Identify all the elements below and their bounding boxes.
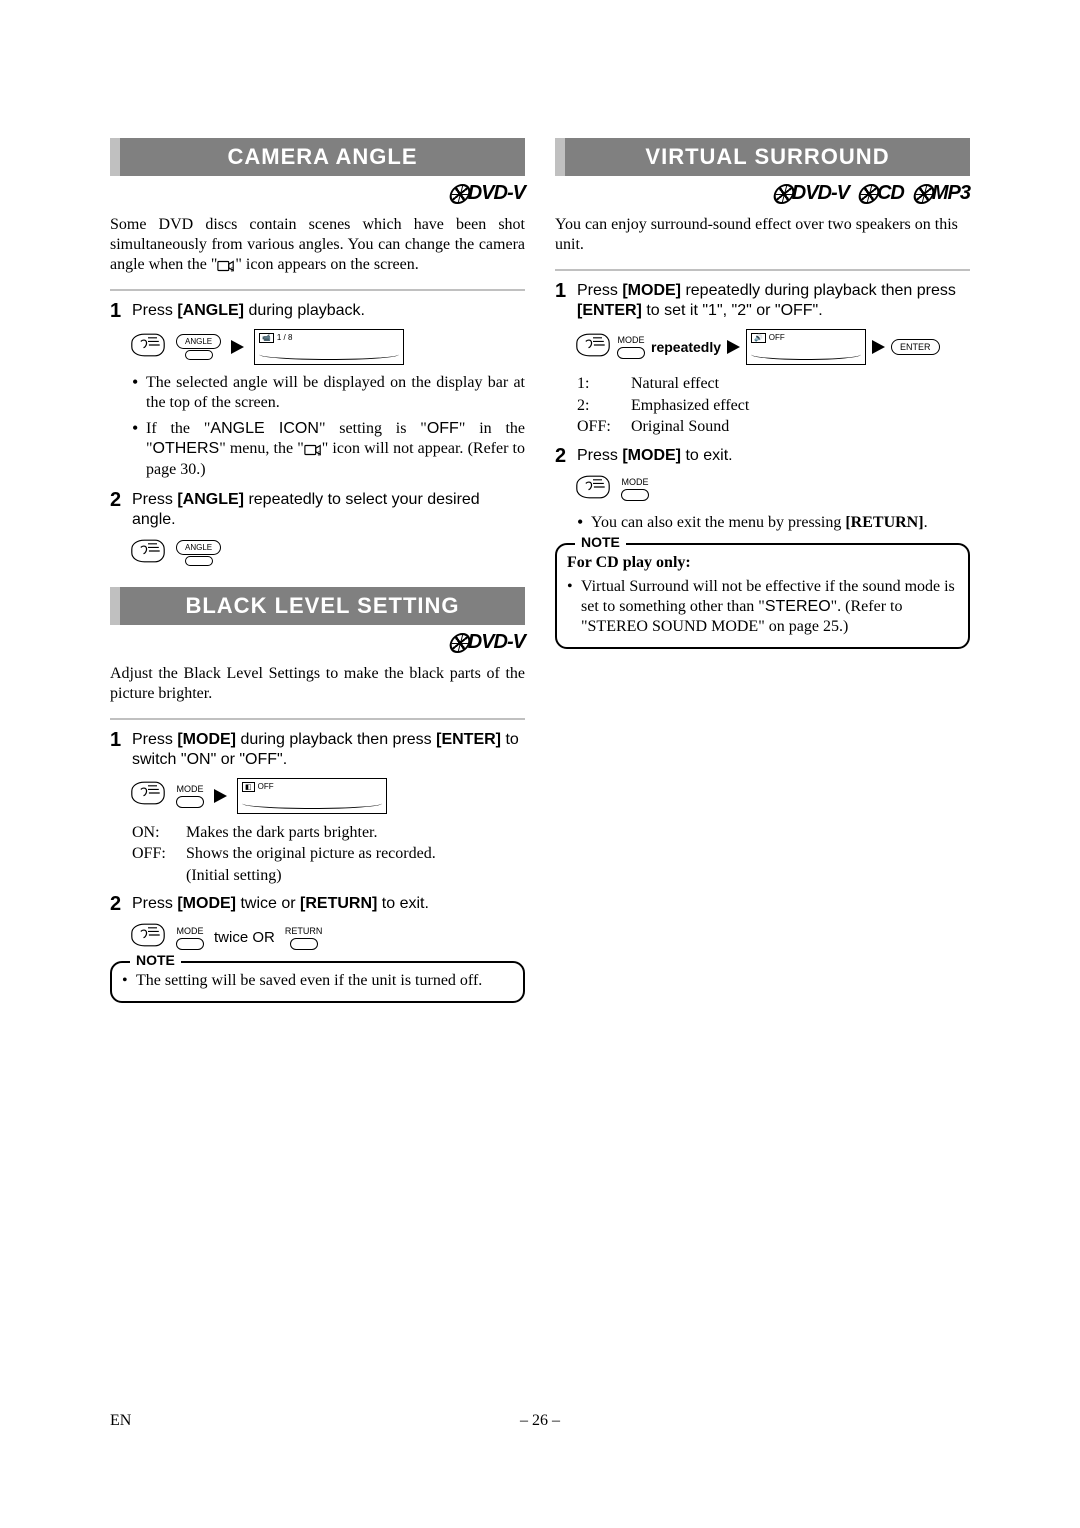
note-box: NOTE For CD play only: Virtual Surround … — [555, 543, 970, 649]
step-2: 2 Press [MODE] to exit. — [555, 446, 970, 466]
divider — [110, 718, 525, 720]
list-item: You can also exit the menu by pressing [… — [577, 513, 970, 533]
note-subtitle: For CD play only: — [567, 553, 958, 573]
step-number: 2 — [110, 894, 126, 914]
step-1: 1 Press [ANGLE] during playback. — [110, 301, 525, 321]
intro-virtual-surround: You can enjoy surround-sound effect over… — [555, 215, 970, 255]
note-item: The setting will be saved even if the un… — [122, 971, 513, 991]
step-number: 1 — [110, 301, 126, 321]
mode-button-graphic: MODE — [176, 784, 204, 808]
repeatedly-label: repeatedly — [651, 339, 721, 355]
diagram-mode-twice: MODE twice OR RETURN — [110, 922, 525, 953]
screen-icon: 🔊 — [751, 333, 766, 343]
badge-cd: CD — [859, 182, 904, 205]
angle-button-graphic: ANGLE — [176, 540, 221, 566]
step-number: 1 — [110, 730, 126, 770]
screen-preview: 📹 1 / 8 — [254, 329, 404, 365]
twice-or-label: twice OR — [214, 929, 275, 946]
section-title-camera-angle: CAMERA ANGLE — [110, 138, 525, 176]
diagram-angle-press: ANGLE 📹 1 / 8 — [110, 329, 525, 365]
badge-row: DVD-V — [110, 631, 525, 654]
step-number: 1 — [555, 281, 571, 321]
badge-mp3: MP3 — [914, 182, 970, 205]
definition-list: 1:Natural effect 2:Emphasized effect OFF… — [577, 373, 970, 438]
enter-button-graphic: ENTER — [891, 339, 940, 355]
divider — [110, 289, 525, 291]
page-number: – 26 – — [520, 1412, 560, 1430]
badge-dvd-v: DVD-V — [450, 182, 525, 205]
hand-icon — [575, 474, 611, 505]
step-1: 1 Press [MODE] during playback then pres… — [110, 730, 525, 770]
hand-icon — [130, 922, 166, 953]
screen-text: OFF — [769, 333, 785, 342]
screen-icon: 📹 — [259, 333, 274, 343]
hand-icon — [130, 780, 166, 811]
note-title: NOTE — [130, 952, 181, 970]
screen-preview: ◧ OFF — [237, 778, 387, 814]
step-2: 2 Press [ANGLE] repeatedly to select you… — [110, 490, 525, 530]
mode-button-graphic: MODE — [176, 926, 204, 950]
camera-icon — [217, 255, 235, 275]
camera-icon — [304, 440, 322, 460]
intro-camera-angle: Some DVD discs contain scenes which have… — [110, 215, 525, 275]
note-box: NOTE The setting will be saved even if t… — [110, 961, 525, 1003]
return-button-graphic: RETURN — [285, 926, 323, 950]
angle-button-graphic: ANGLE — [176, 334, 221, 360]
hand-icon — [130, 332, 166, 363]
step-number: 2 — [110, 490, 126, 530]
footer-lang: EN — [110, 1412, 131, 1430]
note-title: NOTE — [575, 534, 626, 552]
arrow-icon — [727, 340, 740, 354]
hand-icon — [130, 538, 166, 569]
step-number: 2 — [555, 446, 571, 466]
list-item: The selected angle will be displayed on … — [132, 373, 525, 413]
diagram-mode-exit: MODE — [555, 474, 970, 505]
list-item: If the "ANGLE ICON" setting is "OFF" in … — [132, 419, 525, 479]
note-item: Virtual Surround will not be effective i… — [567, 577, 958, 637]
step-1: 1 Press [MODE] repeatedly during playbac… — [555, 281, 970, 321]
screen-preview: 🔊 OFF — [746, 329, 866, 365]
definition-list: ON:Makes the dark parts brighter. OFF:Sh… — [132, 822, 525, 887]
badge-dvd-v: DVD-V — [774, 182, 849, 205]
intro-black-level: Adjust the Black Level Settings to make … — [110, 664, 525, 704]
bullet-list: You can also exit the menu by pressing [… — [577, 513, 970, 533]
section-title-virtual-surround: VIRTUAL SURROUND — [555, 138, 970, 176]
screen-text: OFF — [258, 782, 274, 791]
section-title-black-level: BLACK LEVEL SETTING — [110, 587, 525, 625]
arrow-icon — [231, 340, 244, 354]
badge-row: DVD-V CD MP3 — [555, 182, 970, 205]
mode-button-graphic: MODE — [621, 477, 649, 501]
bullet-list: The selected angle will be displayed on … — [132, 373, 525, 479]
badge-dvd-v: DVD-V — [450, 631, 525, 654]
step-2: 2 Press [MODE] twice or [RETURN] to exit… — [110, 894, 525, 914]
arrow-icon — [214, 789, 227, 803]
screen-icon: ◧ — [242, 782, 255, 792]
screen-text: 1 / 8 — [277, 333, 293, 342]
diagram-mode-enter: MODE repeatedly 🔊 OFF ENTER — [555, 329, 970, 365]
divider — [555, 269, 970, 271]
badge-row: DVD-V — [110, 182, 525, 205]
diagram-angle-repeat: ANGLE — [110, 538, 525, 569]
diagram-mode-press: MODE ◧ OFF — [110, 778, 525, 814]
hand-icon — [575, 332, 611, 363]
mode-button-graphic: MODE — [617, 335, 645, 359]
page-footer: EN – 26 – — [110, 1412, 970, 1430]
arrow-icon — [872, 340, 885, 354]
